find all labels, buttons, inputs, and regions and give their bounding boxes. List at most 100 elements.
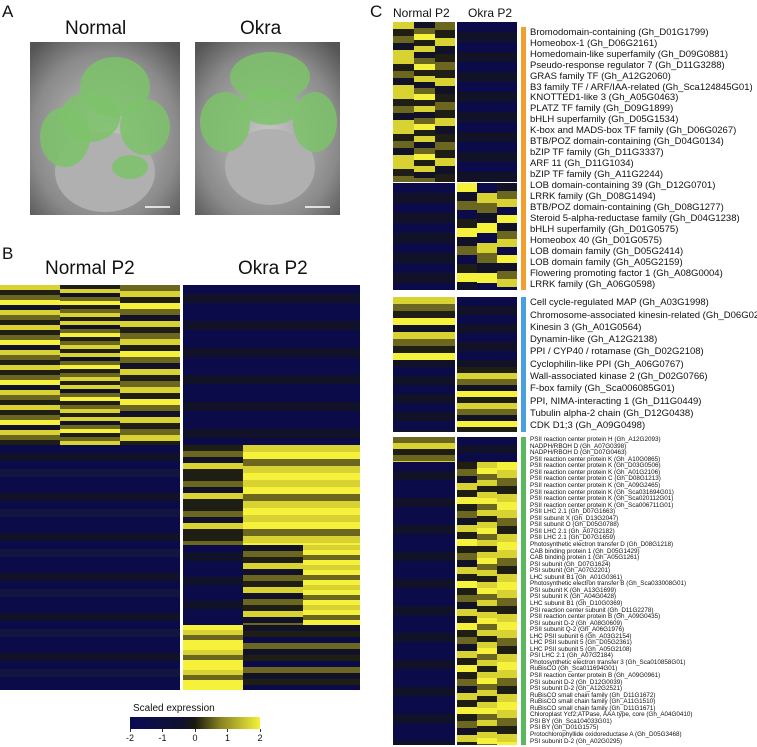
heatmap-block (183, 545, 243, 625)
image-title: Normal (65, 18, 127, 39)
group-bar (521, 297, 526, 432)
gene-label: Wall-associated kinase 2 (Gh_D02G0766) (530, 371, 708, 383)
gene-label: CDK D1;3 (Gh_A09G0498) (530, 420, 646, 432)
gene-label: PSI subunit (Gh_D07G1624) (530, 560, 611, 568)
colorbar-tick-label: -2 (125, 733, 134, 743)
gene-label: LOB domain family (Gh_D05G2414) (530, 245, 684, 257)
gene-label: PSII LHC 2.1 (Gh_A07G2182) (530, 527, 615, 535)
gene-label: CAB binding protein 1 (Gh_A05G1261) (530, 554, 640, 562)
gene-label: B3 family TF / ARF/IAA-related (Gh_Sca12… (530, 81, 753, 93)
gene-label: Photosynthetic electron transfer D (Gh_D… (530, 540, 674, 548)
column-title: Okra P2 (238, 258, 308, 279)
gene-label: PSII reaction center protein K (Gh_Sca00… (530, 501, 674, 509)
gene-label: RuBisCO small chain family (Gh_D11G1672) (530, 691, 656, 699)
heatmap-block (457, 183, 477, 290)
gene-label: PSI subunit K (Gh_A04G0428) (530, 593, 617, 601)
heatmap-block (303, 545, 360, 625)
gene-label: NADPH/RBOH D (Gh_D07G0463) (530, 449, 627, 457)
heatmap-block (457, 297, 517, 367)
gene-label: LHC PSII subunit 5 (Gh_D05G2361) (530, 639, 632, 647)
gene-label: PSI subunit (Gh_A07G2201) (530, 567, 611, 575)
image-title: Okra (240, 18, 282, 39)
heatmap-block (183, 445, 243, 545)
gene-label: RuBisCO small chain family (Gh_A11G1510) (530, 698, 656, 706)
heatmap-block (457, 462, 477, 745)
column-title: Okra P2 (468, 6, 513, 20)
heatmap-block (457, 437, 517, 462)
gene-label: LRRK family (Gh_A06G0598) (530, 278, 656, 290)
gene-label: PSII reaction center protein H (Gh_A12G2… (530, 436, 661, 444)
gene-label: LHC PSII subunit 5 (Gh_A05G2108) (530, 645, 632, 653)
gene-label: LOB domain family (Gh_A05G2159) (530, 256, 683, 268)
gene-label: PSII LHC 2.1 (Gh_D07G1659) (530, 534, 616, 542)
panel-label: A (2, 2, 14, 21)
gene-label: PPI / CYP40 / rotamase (Gh_D02G2108) (530, 346, 704, 358)
heatmap-block (457, 22, 517, 182)
gene-label: PSI subunit D-2 (Gh_D12G0039) (530, 678, 623, 686)
gene-label: PSII reaction center protein K (Gh_D03G0… (530, 462, 661, 470)
sem-image (195, 42, 340, 215)
gene-label: PSI subunit D-2 (Gh_A12G2521) (530, 685, 623, 693)
heatmap-block (477, 462, 497, 745)
gene-label: PSI subunit D-2 (Gh_A08G0609) (530, 619, 623, 627)
group-bar (521, 27, 526, 290)
gene-label: BTB/POZ domain-containing (Gh_D08G1277) (530, 202, 724, 214)
divider (180, 285, 183, 690)
gene-label: Photosynthetic electron transfer B (Gh_S… (530, 580, 687, 588)
gene-label: F-box family (Gh_Sca006085G01) (530, 383, 675, 395)
heatmap-block (183, 285, 360, 445)
panel-label: B (2, 244, 14, 263)
gene-label: Dynamin-like (Gh_A12G2138) (530, 334, 658, 346)
heatmap-block (457, 367, 517, 432)
gene-label: LHC subunit B1 (Gh_D10G0369) (530, 599, 623, 607)
heatmap-block (497, 462, 517, 745)
heatmap-block (243, 545, 303, 625)
gene-label: Steroid 5-alpha-reductase family (Gh_D04… (530, 213, 740, 225)
colorbar-tick (259, 729, 261, 732)
colorbar-tick (194, 729, 196, 732)
heatmap-block (243, 625, 360, 690)
gene-label: RuBisCO (Gh_Sca011694G01) (530, 665, 618, 673)
heatmap-block (60, 285, 120, 445)
heatmap-block (477, 183, 497, 290)
gene-label: PSI BY (Gh_D01G1575) (530, 724, 599, 732)
colorbar-tick (162, 729, 163, 732)
colorbar (130, 717, 260, 729)
heatmap-block (243, 445, 360, 545)
gene-label: PSII LHC 2.1 (Gh_D07G1663) (530, 508, 616, 516)
gene-label: Homeobox 40 (Gh_D01G0575) (530, 234, 663, 246)
panel-label: C (370, 2, 383, 21)
gene-label: Protochlorophyllide oxidoreductase A (Gh… (530, 731, 682, 739)
gene-label: ARF 11 (Gh_D11G1034) (530, 158, 634, 170)
gene-label: LHC PSII subunit 6 (Gh_A03G2154) (530, 632, 632, 640)
colorbar-tick-label: 1 (224, 733, 230, 743)
gene-label: PSII subunit Q-2 (Gh_A06G1976) (530, 626, 625, 634)
gene-label: BTB/POZ domain-containing (Gh_D04G0134) (530, 136, 724, 148)
gene-label: PSII subunit O (Gh_D05G0788) (530, 521, 619, 529)
colorbar-tick (227, 729, 228, 732)
gene-label: PSII reaction center protein B (Gh_A09G0… (530, 672, 661, 680)
gene-label: Homeobox-1 (Gh_D06G2161) (530, 37, 658, 49)
heatmap-block (414, 22, 435, 182)
gene-label: PPI, NIMA-interacting 1 (Gh_D11G0449) (530, 395, 702, 407)
colorbar-title: Scaled expression (133, 703, 215, 714)
group-bar (521, 437, 526, 745)
gene-label: PSII reaction center protein B (Gh_A09G0… (530, 613, 661, 621)
divider (455, 22, 457, 745)
heatmap-block (393, 297, 456, 367)
gene-label: PSI reaction center subunit (Gh_D11G2278… (530, 606, 654, 614)
gene-label: Homedomain-like superfamily (Gh_D09G0881… (530, 48, 729, 60)
gene-label: PSII reaction center protein K (Gh_A09G2… (530, 481, 661, 489)
gene-label: bHLH superfamily (Gh_D01G0575) (530, 223, 679, 235)
gene-label: CAB binding protein 1 (Gh_D05G1429) (530, 547, 640, 555)
heatmap-block (393, 462, 456, 745)
column-title: Normal P2 (45, 258, 135, 279)
heatmap-block (393, 367, 456, 432)
colorbar-tick-label: 2 (257, 733, 263, 743)
heatmap-block (393, 437, 456, 462)
sem-image (30, 42, 180, 215)
gene-label: NADPH/RBOH D (Gh_A07G0398) (530, 442, 627, 450)
heatmap-block (393, 183, 456, 290)
gene-label: PSII reaction center protein K (Gh_A01G2… (530, 468, 661, 476)
gene-label: LOB domain-containing 39 (Gh_D12G0701) (530, 180, 716, 192)
